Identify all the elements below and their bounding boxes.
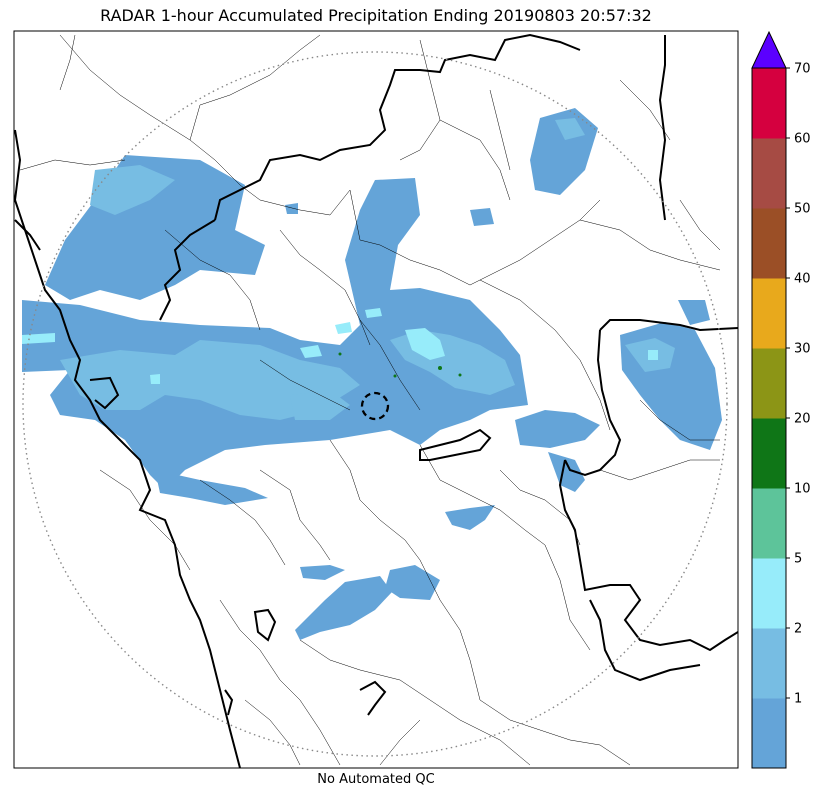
colorbar-bin [752, 348, 786, 419]
colorbar-tick-label: 10 [794, 482, 811, 497]
precip-green-spots [338, 352, 462, 378]
colorbar-tick-label: 60 [794, 132, 811, 147]
colorbar-bin [752, 698, 786, 769]
colorbar-tick-label: 2 [794, 622, 802, 637]
colorbar-bin [752, 558, 786, 629]
map-title: RADAR 1-hour Accumulated Precipitation E… [100, 6, 652, 25]
radar-site-marker [360, 391, 390, 421]
map-frame [13, 30, 739, 769]
colorbar: 1 2 5 10 20 30 40 50 60 70 [751, 30, 811, 769]
colorbar-bin [752, 488, 786, 559]
colorbar-tick-label: 50 [794, 202, 811, 217]
radar-range-ring [22, 51, 728, 757]
colorbar-tick-label: 30 [794, 342, 811, 357]
colorbar-bin [752, 418, 786, 489]
state-boundaries [14, 33, 738, 768]
district-boundaries [19, 34, 721, 766]
colorbar-tick-label: 70 [794, 62, 811, 77]
colorbar-bin [752, 628, 786, 699]
colorbar-extend-arrow [751, 30, 787, 69]
colorbar-tick-label: 20 [794, 412, 811, 427]
qc-note: No Automated QC [317, 772, 435, 787]
colorbar-bin [752, 208, 786, 279]
colorbar-bin [752, 138, 786, 209]
colorbar-tick-label: 1 [794, 692, 802, 707]
colorbar-tick-label: 40 [794, 272, 811, 287]
colorbar-bin [752, 68, 786, 139]
colorbar-bin [752, 278, 786, 349]
precip-layer-1 [22, 108, 722, 640]
colorbar-tick-label: 5 [794, 552, 802, 567]
precip-layer-3 [22, 308, 658, 384]
